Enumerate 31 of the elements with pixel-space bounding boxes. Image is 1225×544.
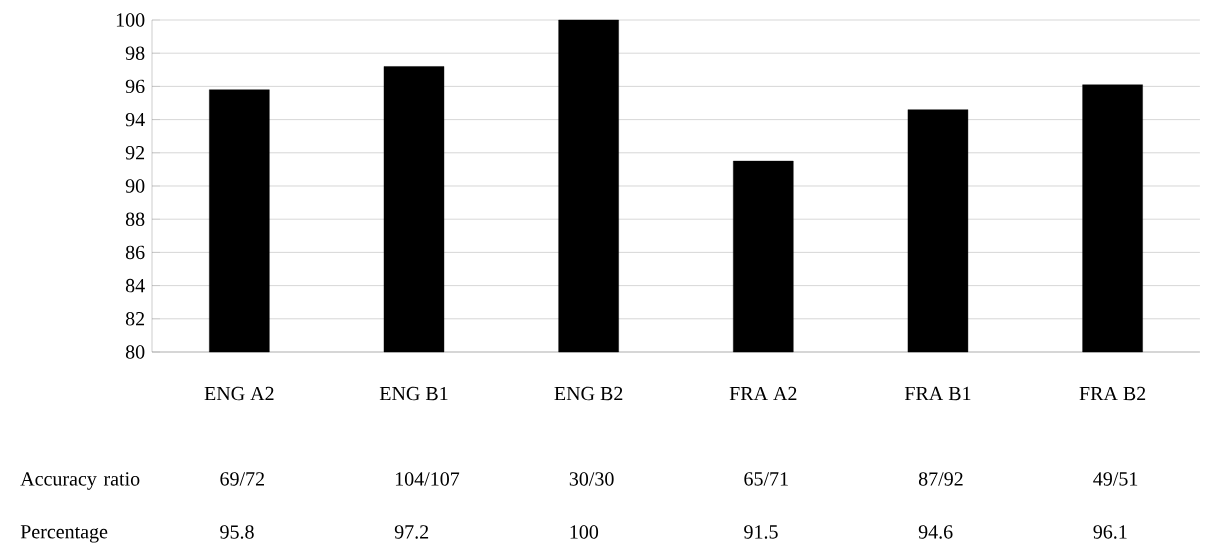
y-tick-label: 84 (125, 278, 145, 293)
y-tick-label: 80 (125, 345, 145, 359)
y-tick-label: 88 (125, 212, 145, 226)
y-tick-label: 82 (125, 312, 145, 326)
x-tick-label: FRA B1 (904, 386, 971, 401)
data-label: 97.2 (394, 525, 429, 539)
text: Accuracy ratio (20, 472, 140, 490)
text: 87/92 (918, 472, 963, 486)
y-tick-label: 92 (125, 146, 145, 160)
text: 65/71 (744, 472, 788, 486)
text: 69/72 (220, 472, 264, 486)
x-tick-label: ENG B1 (379, 386, 448, 401)
x-tick-label: ENG B2 (554, 386, 623, 401)
y-tick-label: 98 (125, 46, 145, 60)
y-tick-label: 94 (125, 112, 145, 127)
data-label: 91.5 (744, 525, 778, 539)
text: 30/30 (569, 472, 614, 486)
y-tick-label: 86 (125, 245, 145, 260)
x-tick-label: ENG A2 (204, 386, 274, 401)
y-tick-label: 90 (125, 179, 145, 193)
x-tick-label: FRA A2 (729, 386, 797, 401)
text: 49/51 (1093, 472, 1138, 486)
text: Percentage (20, 525, 108, 543)
data-label: 95.8 (220, 525, 254, 539)
y-tick-label: 96 (125, 79, 145, 94)
text: 104/107 (395, 472, 460, 486)
data-label: 100 (570, 525, 599, 539)
data-label: 96.1 (1093, 525, 1127, 539)
x-tick-label: FRA B2 (1079, 386, 1146, 401)
y-tick-label: 100 (116, 13, 145, 27)
data-label: 94.6 (918, 525, 953, 539)
